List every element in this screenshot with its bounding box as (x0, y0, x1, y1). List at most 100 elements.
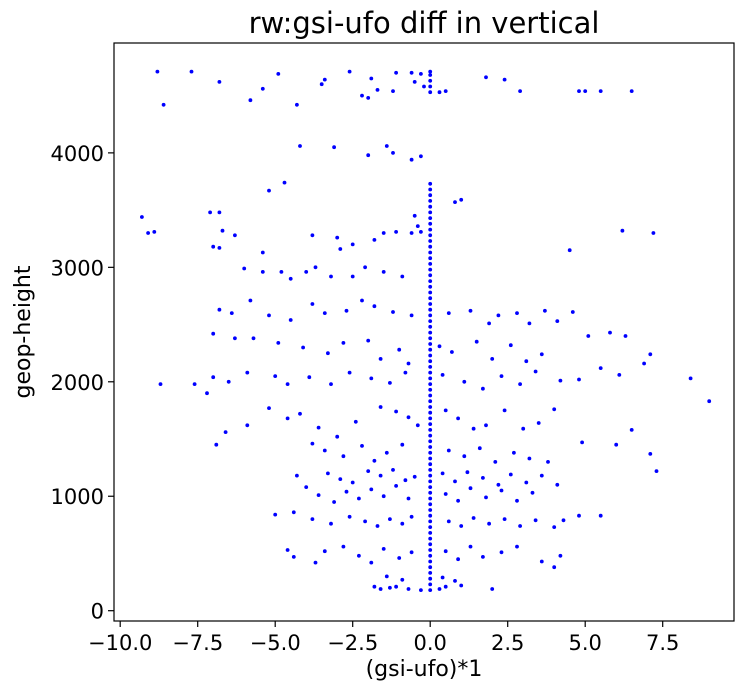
data-point (409, 550, 414, 555)
data-point (524, 480, 529, 485)
data-point (496, 482, 501, 487)
data-point (332, 145, 336, 150)
data-point (344, 489, 349, 494)
data-point (527, 456, 532, 461)
data-point (471, 516, 476, 520)
data-point (338, 477, 343, 481)
data-point (456, 498, 460, 503)
y-axis-label: geop-height (11, 265, 36, 398)
data-point (598, 513, 603, 518)
data-point (521, 426, 526, 431)
data-point (360, 93, 364, 98)
data-point (400, 521, 405, 526)
data-point (428, 290, 433, 295)
data-point (288, 276, 293, 281)
data-point (456, 557, 460, 562)
data-point (313, 560, 318, 565)
data-point (648, 452, 653, 456)
data-point (335, 235, 340, 240)
data-point (428, 387, 433, 392)
data-point (217, 246, 222, 250)
x-tick-label: 0.0 (413, 631, 446, 655)
x-tick-label: 5.0 (568, 631, 601, 655)
data-point (412, 213, 417, 218)
data-point (357, 496, 361, 501)
data-point (428, 553, 433, 558)
data-point (388, 381, 392, 385)
data-point (428, 273, 433, 278)
data-point (502, 77, 507, 82)
data-point (496, 313, 501, 318)
data-point (319, 82, 324, 87)
data-point (415, 224, 420, 229)
data-point (468, 308, 473, 313)
data-point (419, 154, 423, 159)
data-point (558, 553, 563, 558)
data-point (530, 490, 535, 495)
data-point (443, 408, 448, 413)
data-point (366, 469, 371, 473)
data-point (446, 311, 451, 315)
data-point (332, 500, 336, 504)
y-tick-label: 1000 (51, 485, 104, 509)
data-point (453, 200, 457, 205)
data-point (322, 77, 327, 82)
data-point (391, 89, 395, 93)
data-point (372, 238, 377, 242)
data-point (394, 70, 398, 75)
data-point (440, 373, 445, 377)
data-point (428, 490, 433, 495)
data-point (146, 231, 151, 235)
data-point (428, 69, 433, 74)
data-point (484, 75, 488, 80)
data-point (310, 302, 315, 306)
data-point (524, 359, 529, 364)
data-point (428, 250, 433, 255)
data-point (360, 298, 364, 303)
data-point (140, 215, 144, 219)
data-point (298, 144, 302, 148)
data-point (282, 180, 287, 185)
data-point (391, 468, 395, 472)
data-point (508, 343, 513, 348)
x-tick-label: −10.0 (88, 631, 152, 655)
data-point (394, 584, 398, 589)
data-point (527, 321, 532, 326)
data-point (428, 508, 433, 512)
y-tick-label: 3000 (51, 256, 104, 280)
data-point (260, 250, 265, 255)
data-point (471, 426, 476, 431)
data-point (577, 89, 581, 93)
data-point (515, 311, 519, 315)
data-point (428, 221, 433, 226)
data-point (322, 448, 327, 453)
data-point (366, 153, 371, 158)
data-point (651, 231, 656, 235)
data-point (453, 479, 457, 484)
data-point (329, 274, 333, 279)
x-tick-label: −2.5 (327, 631, 378, 655)
data-point (384, 144, 389, 148)
data-point (372, 458, 377, 463)
data-point (490, 587, 495, 591)
data-point (341, 454, 346, 459)
x-tick-label: 7.5 (646, 631, 679, 655)
data-point (446, 448, 451, 453)
data-point (403, 478, 408, 483)
data-point (400, 577, 405, 582)
data-point (688, 376, 693, 381)
data-point (629, 89, 634, 93)
data-point (443, 584, 448, 589)
data-point (285, 416, 290, 421)
data-point (428, 410, 433, 415)
data-point (428, 399, 433, 404)
data-point (428, 307, 433, 312)
data-point (276, 72, 281, 76)
data-point (428, 181, 433, 186)
data-point (428, 216, 433, 221)
data-point (381, 547, 386, 551)
data-point (369, 487, 374, 492)
data-point (205, 391, 209, 396)
y-tick-label: 2000 (51, 371, 104, 395)
data-point (481, 555, 485, 559)
